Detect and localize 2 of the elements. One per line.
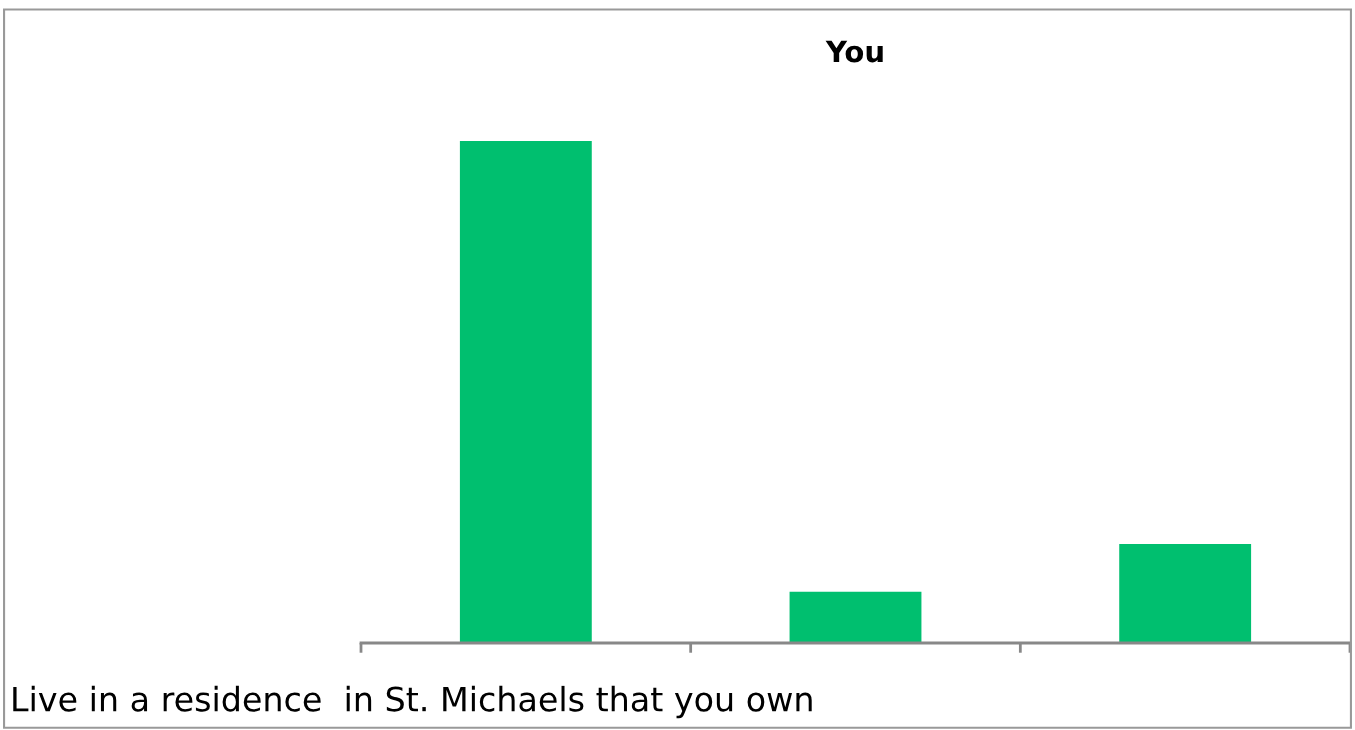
chart-title: You [825,40,883,63]
text: Live in a residence in St. Michaels that you own [13,685,812,719]
